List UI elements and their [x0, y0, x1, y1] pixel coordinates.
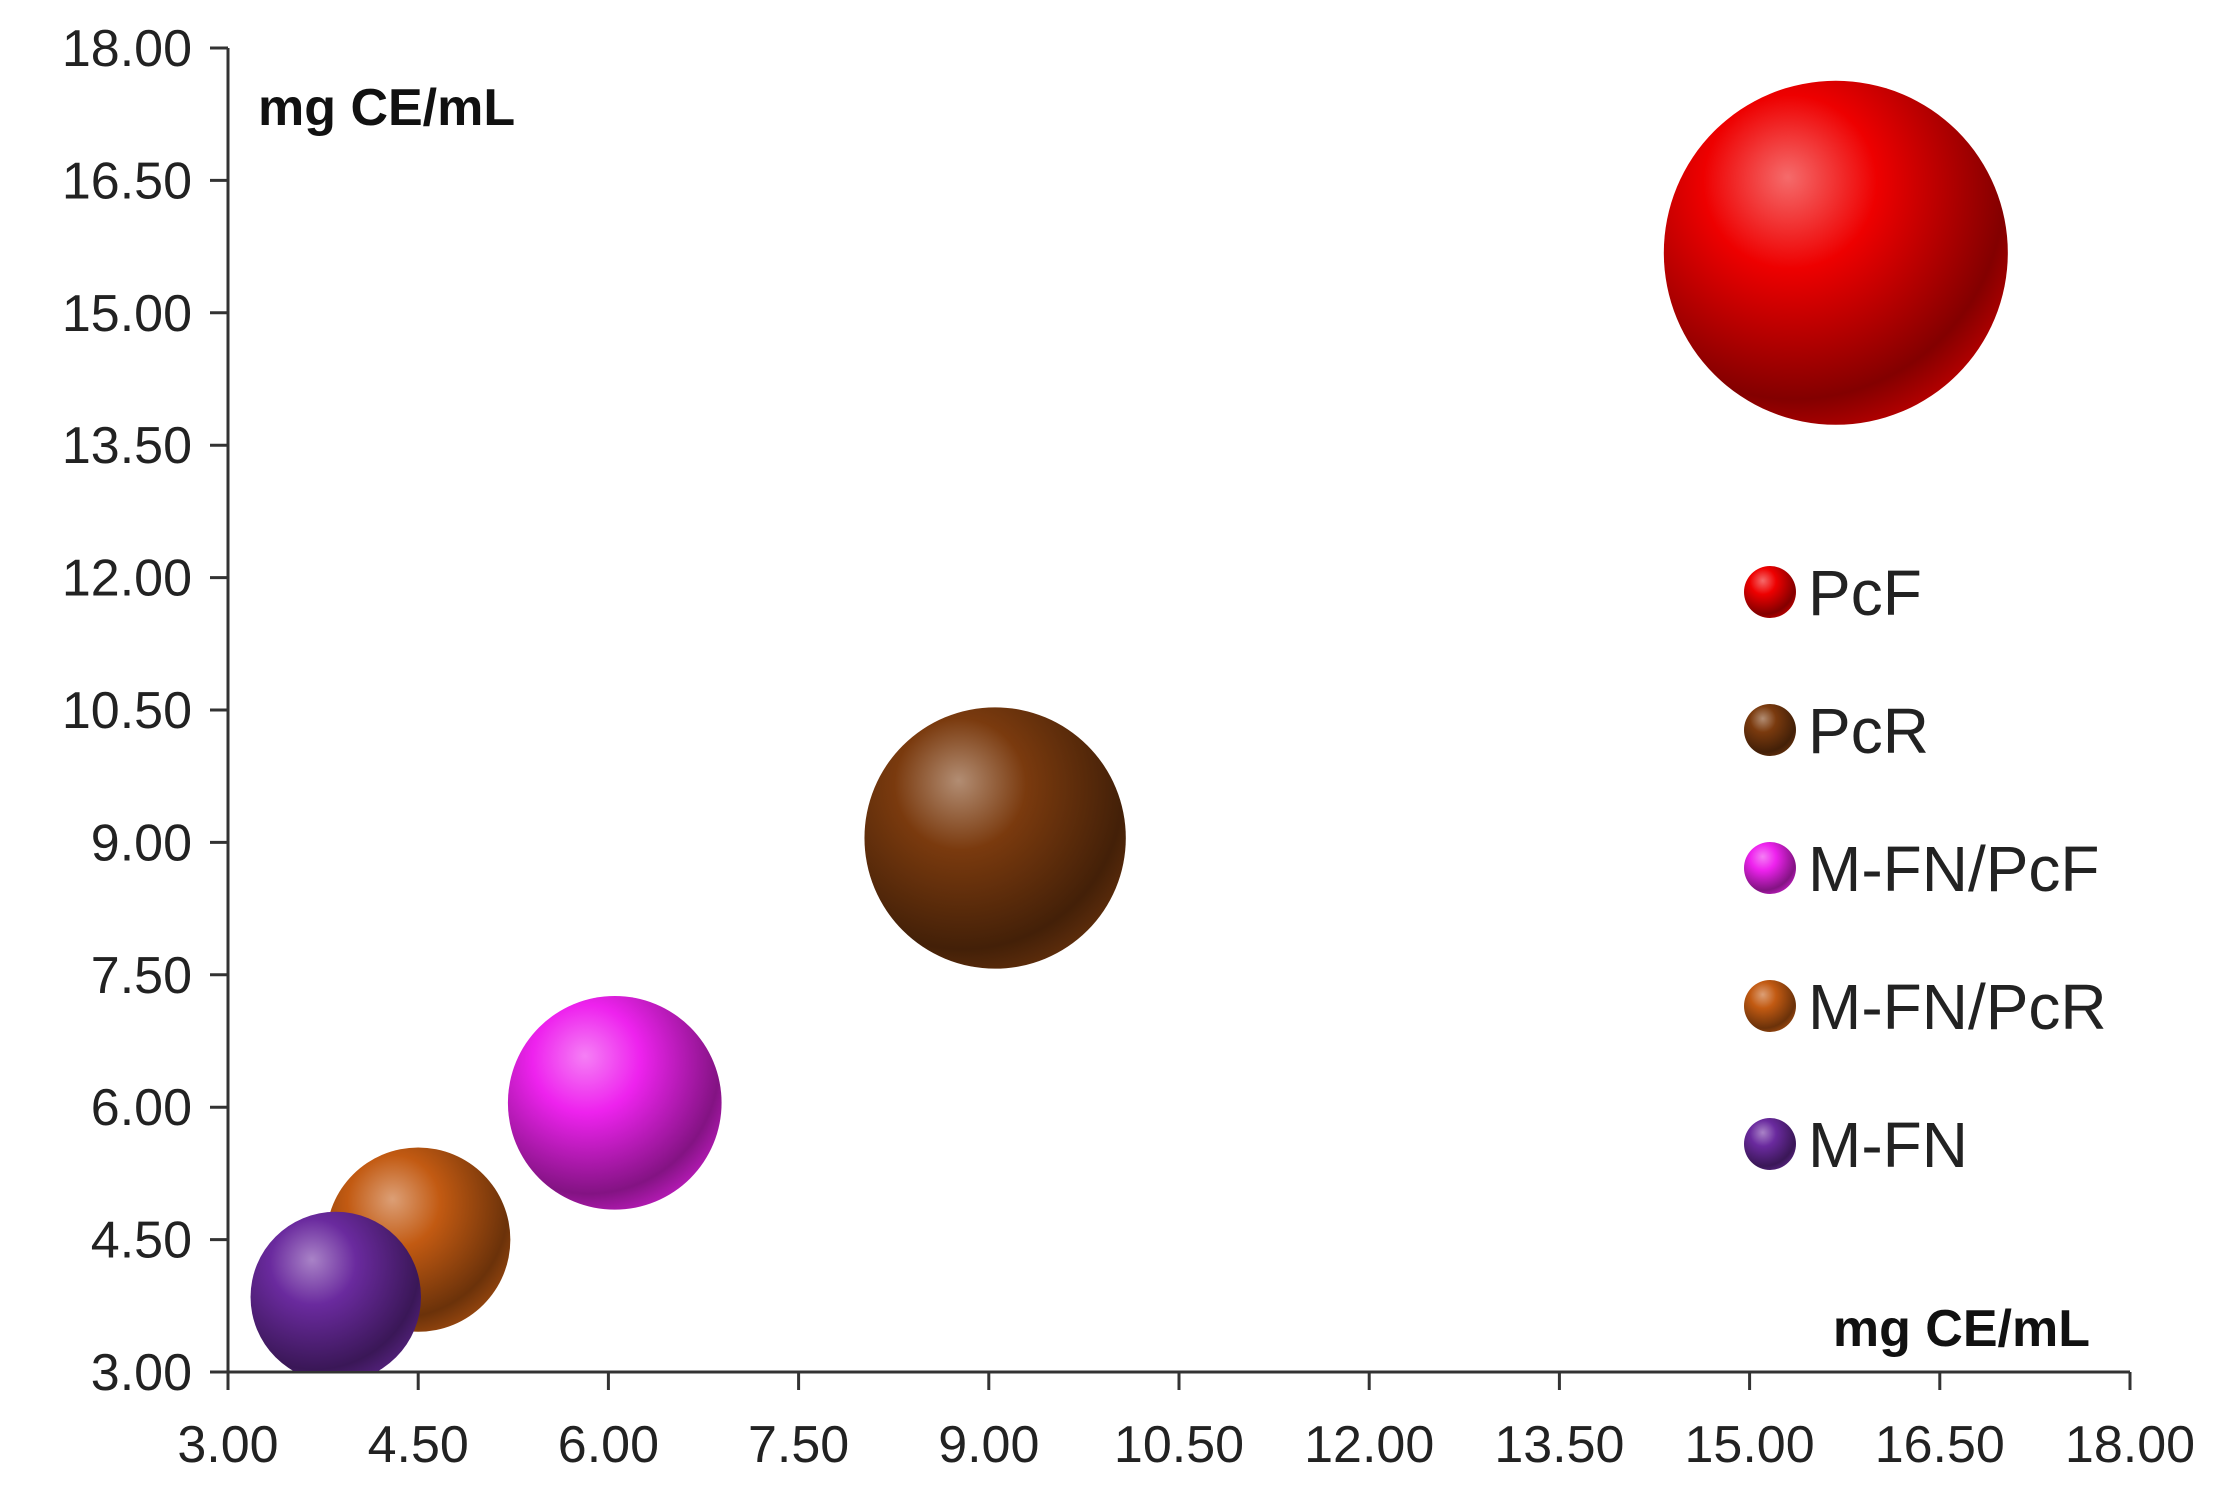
y-tick-label: 12.00 [62, 550, 192, 608]
x-tick-label: 3.00 [177, 1416, 278, 1474]
x-tick-label: 4.50 [368, 1416, 469, 1474]
x-tick-label: 18.00 [2065, 1416, 2195, 1474]
x-tick-label: 6.00 [558, 1416, 659, 1474]
legend-label-m-fn: M-FN [1808, 1109, 1968, 1181]
axes: 3.00 4.50 6.00 7.50 9.00 10.50 12.00 13.50 15.00… [62, 20, 2195, 1474]
y-tick-label: 15.00 [62, 285, 192, 343]
y-tick-label: 10.50 [62, 682, 192, 740]
legend-label-pcf: PcF [1808, 557, 1922, 629]
legend-marker-pcf [1744, 566, 1796, 618]
bubble-pcr [864, 707, 1126, 969]
x-axis-title: mg CE/mL [1833, 1300, 2090, 1358]
y-tick-label: 6.00 [91, 1079, 192, 1137]
legend-marker-m-fn-pcr [1744, 980, 1796, 1032]
x-ticks: 3.00 4.50 6.00 7.50 9.00 10.50 12.00 13.50 15.00… [177, 1372, 2195, 1474]
bubble-m-fn [250, 1211, 421, 1371]
x-tick-label: 16.50 [1875, 1416, 2005, 1474]
x-tick-label: 7.50 [748, 1416, 849, 1474]
y-tick-label: 3.00 [91, 1344, 192, 1402]
x-tick-label: 9.00 [938, 1416, 1039, 1474]
y-axis-title: mg CE/mL [258, 79, 515, 137]
legend-marker-m-fn [1744, 1118, 1796, 1170]
bubble-m-fn-pcf [507, 995, 722, 1210]
y-tick-label: 13.50 [62, 417, 192, 475]
y-tick-label: 16.50 [62, 152, 192, 210]
x-tick-label: 13.50 [1494, 1416, 1624, 1474]
y-ticks: 3.00 4.50 6.00 7.50 9.00 10.50 12.00 13.50 15.00… [62, 20, 228, 1402]
legend-label-pcr: PcR [1808, 695, 1929, 767]
legend: PcF PcR M-FN/PcF M-FN/PcR M-FN [1744, 557, 2107, 1181]
legend-marker-pcr [1744, 704, 1796, 756]
y-tick-label: 9.00 [91, 814, 192, 872]
legend-marker-m-fn-pcf [1744, 842, 1796, 894]
bubble-pcf [1663, 80, 2008, 425]
legend-label-m-fn-pcr: M-FN/PcR [1808, 971, 2107, 1043]
legend-label-m-fn-pcf: M-FN/PcF [1808, 833, 2100, 905]
y-tick-label: 18.00 [62, 20, 192, 78]
x-tick-label: 12.00 [1304, 1416, 1434, 1474]
x-tick-label: 15.00 [1685, 1416, 1815, 1474]
y-tick-label: 7.50 [91, 947, 192, 1005]
bubbles [250, 80, 2008, 1371]
x-tick-label: 10.50 [1114, 1416, 1244, 1474]
y-tick-label: 4.50 [91, 1212, 192, 1270]
